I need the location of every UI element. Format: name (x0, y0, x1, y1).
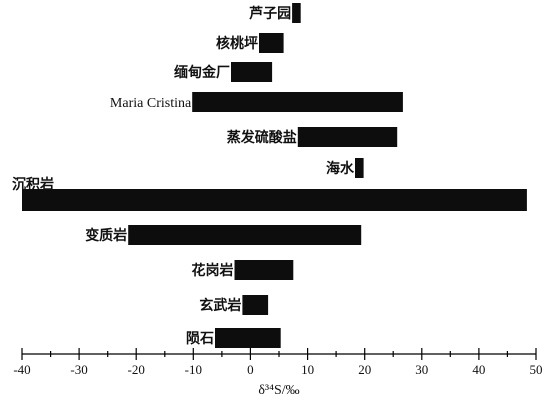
x-tick-label-8: 40 (472, 362, 485, 377)
bar-6 (22, 189, 527, 211)
category-label-8: 花岗岩 (192, 262, 234, 279)
category-label-4: 蒸发硫酸盐 (227, 129, 297, 146)
x-tick-label-7: 30 (415, 362, 428, 377)
bar-0 (292, 3, 301, 23)
x-tick-label-0: -40 (13, 362, 30, 377)
bar-4 (297, 127, 398, 147)
x-axis-title: δ³⁴S/‰ (258, 383, 299, 398)
bar-1 (259, 33, 284, 53)
category-label-7: 变质岩 (85, 227, 127, 244)
category-label-0: 芦子园 (249, 5, 291, 22)
x-tick-label-9: 50 (530, 362, 543, 377)
category-label-5: 海水 (326, 160, 355, 177)
x-tick-label-5: 10 (301, 362, 314, 377)
bar-7 (128, 225, 362, 245)
category-label-2: 缅甸金厂 (174, 64, 230, 81)
bar-group (22, 3, 527, 348)
x-axis-ticks: -40 -30 -20 -10 0 10 20 30 40 50 (13, 348, 543, 377)
bar-3 (192, 92, 403, 112)
bar-10 (215, 328, 281, 348)
bar-2 (231, 62, 273, 82)
category-label-1: 核桃坪 (216, 35, 258, 52)
x-tick-label-3: -10 (185, 362, 202, 377)
bar-5 (355, 158, 364, 178)
bar-8 (234, 260, 294, 280)
x-tick-label-4: 0 (247, 362, 254, 377)
x-tick-label-6: 20 (358, 362, 371, 377)
x-tick-label-1: -30 (70, 362, 87, 377)
category-label-6: 沉积岩 (12, 176, 54, 193)
bar-9 (242, 295, 269, 315)
x-tick-label-2: -20 (128, 362, 145, 377)
category-label-3: Maria Cristina (110, 96, 192, 111)
category-label-10: 陨石 (186, 331, 214, 347)
category-label-9: 玄武岩 (199, 297, 241, 314)
